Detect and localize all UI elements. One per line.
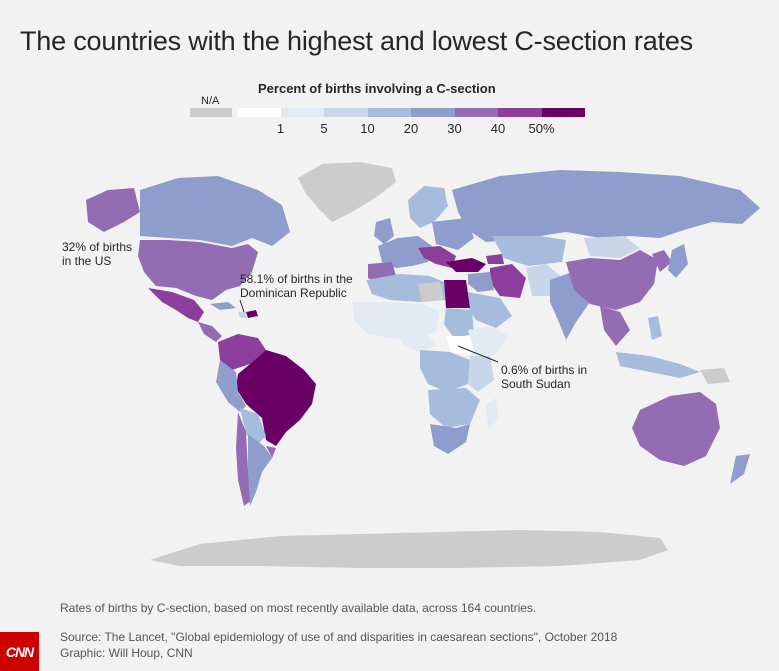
west-africa — [352, 302, 440, 340]
brazil — [236, 350, 316, 446]
scandinavia — [408, 186, 448, 228]
ethiopia-horn — [468, 326, 508, 356]
canada — [140, 176, 290, 246]
new-zealand — [730, 454, 750, 484]
south-africa — [430, 424, 470, 454]
central-america — [198, 322, 222, 342]
bolivia-paraguay — [240, 408, 266, 446]
legend-title: Percent of births involving a C-section — [258, 81, 496, 96]
cnn-logo: CNN — [0, 632, 39, 671]
south-sudan — [446, 336, 474, 354]
haiti — [238, 312, 248, 318]
korea-japan — [652, 250, 672, 272]
south-sudan-annotation-line-2: South Sudan — [501, 377, 571, 391]
usa — [138, 240, 258, 300]
legend-swatch — [367, 108, 411, 117]
us-annotation: 32% of births in the US — [62, 240, 132, 268]
argentina — [248, 434, 272, 506]
iran — [490, 264, 526, 298]
uruguay — [266, 446, 276, 458]
footer-credit: Graphic: Will Houp, CNN — [60, 646, 193, 660]
legend-swatch — [411, 108, 455, 117]
libya-sahara — [418, 282, 444, 302]
western-europe — [378, 236, 432, 268]
china — [566, 250, 658, 310]
madagascar — [486, 398, 498, 428]
iraq-syria — [468, 272, 494, 292]
dominican-annotation: 58.1% of births in the Dominican Republi… — [240, 272, 353, 300]
us-annotation-line-1: 32% of births — [62, 240, 133, 254]
legend-tick-label: 30 — [447, 121, 462, 136]
southern-africa-mid — [428, 388, 480, 428]
japan — [668, 244, 688, 278]
legend-tick-label: 10 — [360, 121, 375, 136]
south-sudan-leader-line — [457, 345, 499, 363]
footer-source: Source: The Lancet, "Global epidemiology… — [60, 630, 618, 644]
legend-tick-label: 50% — [528, 121, 555, 136]
legend-na-label: N/A — [201, 95, 220, 107]
legend-tick-label: 20 — [403, 121, 419, 136]
central-africa — [420, 350, 470, 392]
chart-title: The countries with the highest and lowes… — [20, 26, 693, 56]
nigeria-region — [400, 330, 436, 352]
east-africa — [468, 356, 494, 392]
legend-color-scale — [237, 108, 585, 117]
us-annotation-line-2: in the US — [62, 254, 112, 268]
cuba — [210, 302, 236, 310]
southeast-asia — [600, 306, 630, 346]
eastern-europe — [432, 218, 474, 250]
dominican-republic — [246, 310, 258, 318]
legend-swatch — [237, 108, 281, 117]
antarctica — [150, 530, 668, 568]
indonesia — [616, 352, 700, 378]
caucasus — [486, 254, 504, 264]
legend-tick-label: 5 — [320, 121, 328, 136]
legend-swatch — [324, 108, 368, 117]
greenland — [298, 162, 396, 222]
dominican-annotation-line-2: Dominican Republic — [240, 286, 347, 300]
sudan — [444, 308, 474, 338]
legend-swatch — [454, 108, 498, 117]
legend-tick-label: 1 — [276, 121, 285, 136]
dominican-annotation-line-1: 58.1% of births in the — [240, 272, 353, 286]
chile — [236, 412, 252, 506]
south-sudan-annotation: 0.6% of births in South Sudan — [501, 363, 587, 391]
uk-ireland — [374, 218, 394, 244]
legend-swatch — [541, 108, 585, 117]
philippines — [648, 316, 662, 340]
footer-note: Rates of births by C-section, based on m… — [60, 601, 537, 615]
south-sudan-annotation-line-1: 0.6% of births in — [501, 363, 588, 377]
dominican-leader-line — [239, 299, 245, 313]
peru-ecuador — [216, 360, 246, 412]
russia — [452, 170, 760, 242]
saudi-arabia — [466, 292, 512, 328]
alaska — [86, 188, 140, 232]
australia — [632, 392, 720, 466]
legend-swatch — [280, 108, 324, 117]
papua — [700, 368, 730, 384]
legend-tick-label: 40 — [490, 121, 506, 136]
egypt — [444, 280, 470, 308]
turkey — [446, 258, 486, 272]
legend-swatch — [498, 108, 542, 117]
legend-na-swatch — [190, 108, 232, 117]
mongolia — [584, 236, 640, 258]
venezuela-colombia — [218, 334, 266, 370]
world-map — [86, 162, 760, 568]
central-asia — [492, 236, 566, 266]
mexico — [148, 288, 204, 322]
